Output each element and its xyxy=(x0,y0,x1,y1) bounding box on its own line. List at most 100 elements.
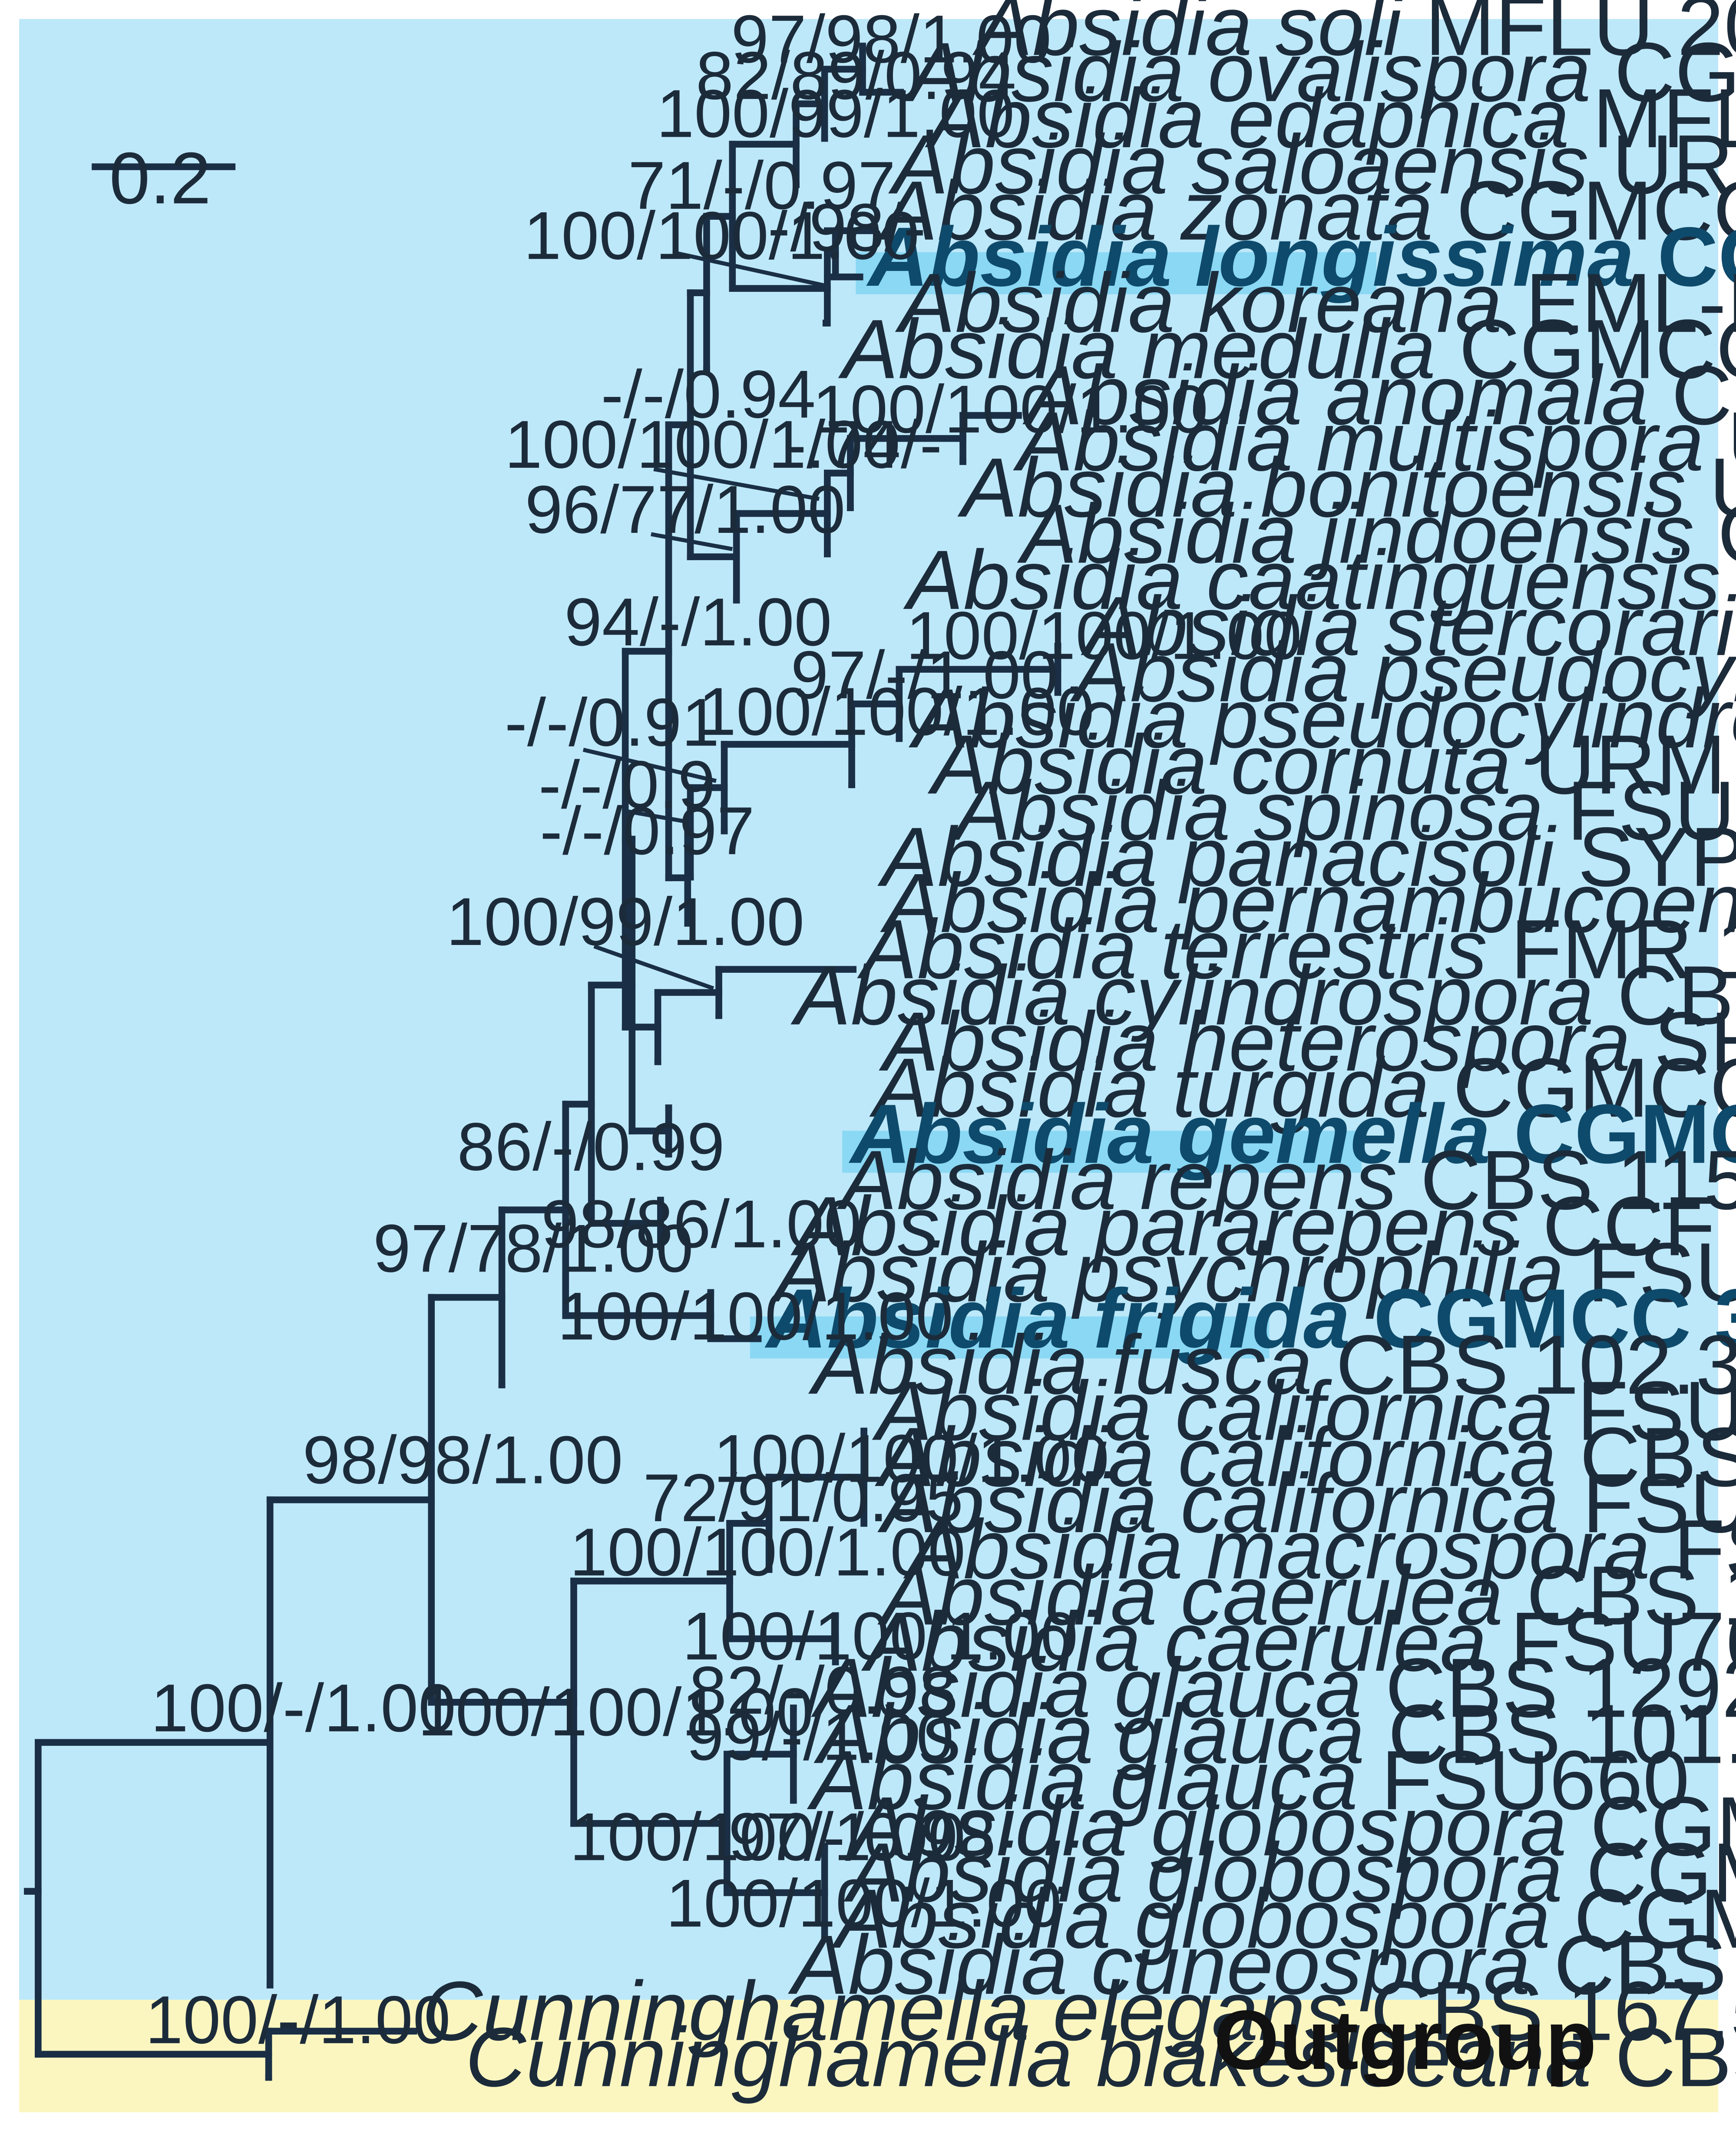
tip-genus-species: Absidia frigida xyxy=(764,1272,1350,1366)
tip-genus-species: Absidia terrestris xyxy=(857,903,1487,997)
tip-strain: FSU4745 xyxy=(1564,1226,1736,1320)
tip-genus-species: Cunninghamella elegans xyxy=(422,1964,1347,2058)
tip-strain: CNUFC-PTI1-1 xyxy=(1694,487,1736,581)
support-value: 100/100/1.00 xyxy=(570,1799,966,1875)
support-value: 100/100/1.00 xyxy=(418,1675,813,1750)
tip-strain: FSU767 xyxy=(1487,1595,1736,1689)
tip-label: Absidia gemella CGMCC 3.16202 xyxy=(849,1087,1736,1181)
tip-genus-species: Absidia bonitoensis xyxy=(957,441,1686,535)
tip-label: Absidia pararepens CCF 6352 xyxy=(790,1179,1736,1273)
tip-genus-species: Absidia glauca xyxy=(807,1734,1358,1827)
ingroup-background xyxy=(19,19,1718,2000)
support-leader-line xyxy=(623,809,687,824)
support-values: 97/98/1.0082/89/0.94100/99/1.0071/-/0.97… xyxy=(145,2,1302,2058)
highlight-box-gemella xyxy=(842,1130,1362,1173)
tip-label: Absidia terrestris FMR 14989 xyxy=(857,903,1736,997)
support-value: 100/99/1.00 xyxy=(446,884,805,960)
tip-label: Absidia pseudocylindrospora CBS 100.62 xyxy=(909,672,1736,766)
tip-labels: Absidia soli MFLU 20-0414Absidia ovalisp… xyxy=(422,0,1736,2104)
tip-genus-species: Absidia jindoensis xyxy=(1017,487,1694,581)
tip-strain: CGMCC 3.16033 xyxy=(1433,164,1736,258)
support-value: 100/100/1.00 xyxy=(812,372,1208,447)
tip-strain: FSU4746 xyxy=(1650,1503,1736,1596)
tip-genus-species: Cunninghamella blakesleeana xyxy=(465,2011,1591,2104)
tip-strain: SHTH021 xyxy=(1630,995,1736,1089)
tip-strain: CBS 167.53 xyxy=(1347,1964,1736,2058)
highlight-box-frigida xyxy=(750,1316,1270,1359)
support-value: -/-/0.94 xyxy=(601,357,815,433)
tip-strain: SYPF 7183 xyxy=(1554,810,1736,904)
tip-genus-species: Absidia edaphica xyxy=(925,72,1569,165)
tip-label: Absidia pseudocylindrospora EML-FSDY6-2 xyxy=(1070,626,1736,720)
support-value: 82/-/0.98 xyxy=(689,1653,956,1728)
tip-genus-species: Absidia zonata xyxy=(877,164,1433,258)
outgroup-label: Outgroup xyxy=(1214,1993,1597,2087)
tip-label: Absidia anomala CBS 125.68 xyxy=(1022,349,1736,443)
support-value: -/-/0.97 xyxy=(540,793,754,869)
tip-label: Absidia californica FSU4748 xyxy=(872,1364,1736,1458)
tip-label: Absidia multispora URM 8210 xyxy=(1013,395,1736,489)
tip-label: Absidia bonitoensis URM 7889 xyxy=(957,441,1736,535)
support-value: 100/100/1.00 xyxy=(714,1421,1109,1496)
tip-label: Absidia koreana EML-IFS45-1 xyxy=(895,256,1736,350)
tip-genus-species: Absidia turgida xyxy=(869,1041,1429,1135)
tip-strain: CBS 100.08 xyxy=(1594,949,1736,1043)
tip-label: Absidia californica FSU4747 xyxy=(877,1457,1736,1550)
tip-strain: CBS 101.59 xyxy=(1531,1918,1736,2012)
tip-genus-species: Absidia gemella xyxy=(849,1087,1491,1181)
support-value: 98/98/1.00 xyxy=(303,1422,623,1498)
tip-genus-species: Absidia fusca xyxy=(808,1318,1312,1412)
support-value: 100/100/1.00 xyxy=(666,1866,1061,1941)
tip-label: Absidia psychrophilia FSU4745 xyxy=(770,1226,1736,1320)
support-leader-lines xyxy=(582,251,828,991)
tip-label: Absidia edaphica MFLU 20-0416 xyxy=(925,72,1736,165)
tip-strain: CBS 102.35 xyxy=(1313,1318,1736,1412)
tip-label: Absidia ovalispora CGMCC 3.16018 xyxy=(904,26,1736,119)
tip-label: Absidia soli MFLU 20-0414 xyxy=(972,0,1736,73)
tip-genus-species: Absidia californica xyxy=(874,1411,1556,1504)
tip-strain: URM 7156 xyxy=(1720,533,1736,627)
tip-strain: CGMCC 3.16036 xyxy=(1563,1826,1736,1920)
tip-strain: CBS 129233 xyxy=(1362,1641,1736,1735)
tip-genus-species: Absidia heterospora xyxy=(879,995,1631,1089)
tip-genus-species: Absidia cornuta xyxy=(927,718,1511,812)
support-value: 97/78/1.00 xyxy=(373,1211,694,1286)
support-value: -/-/0.9 xyxy=(539,747,716,823)
tip-strain: URM 8210 xyxy=(1704,395,1736,489)
support-leader-line xyxy=(678,251,828,288)
tip-label: Absidia heterospora SHTH021 xyxy=(879,995,1736,1089)
tip-genus-species: Absidia longissima xyxy=(866,210,1634,304)
tip-label: Absidia glauca CBS 101.08 xyxy=(813,1688,1736,1781)
support-value: 100/100/1.00 xyxy=(698,674,1094,750)
tip-genus-species: Absidia pseudocylindrospora xyxy=(1070,626,1736,720)
tip-genus-species: Absidia repens xyxy=(837,1133,1397,1227)
tip-strain: FSU551 xyxy=(1544,764,1736,858)
tip-genus-species: Absidia multispora xyxy=(1013,395,1704,489)
tip-genus-species: Absidia pseudocylindrospora xyxy=(909,672,1736,766)
tip-genus-species: Absidia cuneospora xyxy=(788,1918,1531,2012)
tip-strain: FSU4748 xyxy=(1554,1364,1736,1458)
tip-genus-species: Absidia caatinguensis xyxy=(903,533,1720,627)
tip-strain: CBS 101.08 xyxy=(1365,1688,1736,1781)
tip-strain: CGMCC 3.16202 xyxy=(1491,1087,1736,1181)
tip-label: Absidia saloaensis URM 8209 xyxy=(888,118,1736,211)
tip-strain: CBS 125.68 xyxy=(1648,349,1736,443)
tip-strain: FSU4747 xyxy=(1559,1457,1736,1550)
support-value: 100/100/1.00 xyxy=(558,1279,953,1354)
tip-label: Absidia glauca CBS 129233 xyxy=(811,1641,1736,1735)
support-value: 100/-/1.00 xyxy=(151,1671,456,1746)
tip-label: Absidia longissima CGMCC 3.16203 xyxy=(866,210,1736,304)
tip-label: Absidia caerulea CBS 101.36 xyxy=(877,1549,1736,1643)
tree-branches xyxy=(24,43,1061,2081)
tip-label: Absidia turgida CGMCC 3.16032 xyxy=(869,1041,1736,1135)
tip-label: Absidia cuneospora CBS 101.59 xyxy=(788,1918,1736,2012)
tip-strain: CGMCC 3.16034 xyxy=(1436,303,1736,396)
tip-strain: CGMCC 3.16035 xyxy=(1551,1872,1736,1966)
tip-label: Absidia cylindrospora CBS 100.08 xyxy=(790,949,1736,1043)
tip-genus-species: Absidia spinosa xyxy=(950,764,1544,858)
tip-label: Absidia jindoensis CNUFC-PTI1-1 xyxy=(1017,487,1736,581)
support-value: 86/-/0.99 xyxy=(457,1109,725,1185)
tip-strain: FSU660 xyxy=(1358,1734,1690,1827)
support-value: 72/91/0.95 xyxy=(643,1460,963,1536)
tip-label: Cunninghamella elegans CBS 167.53 xyxy=(422,1964,1736,2058)
